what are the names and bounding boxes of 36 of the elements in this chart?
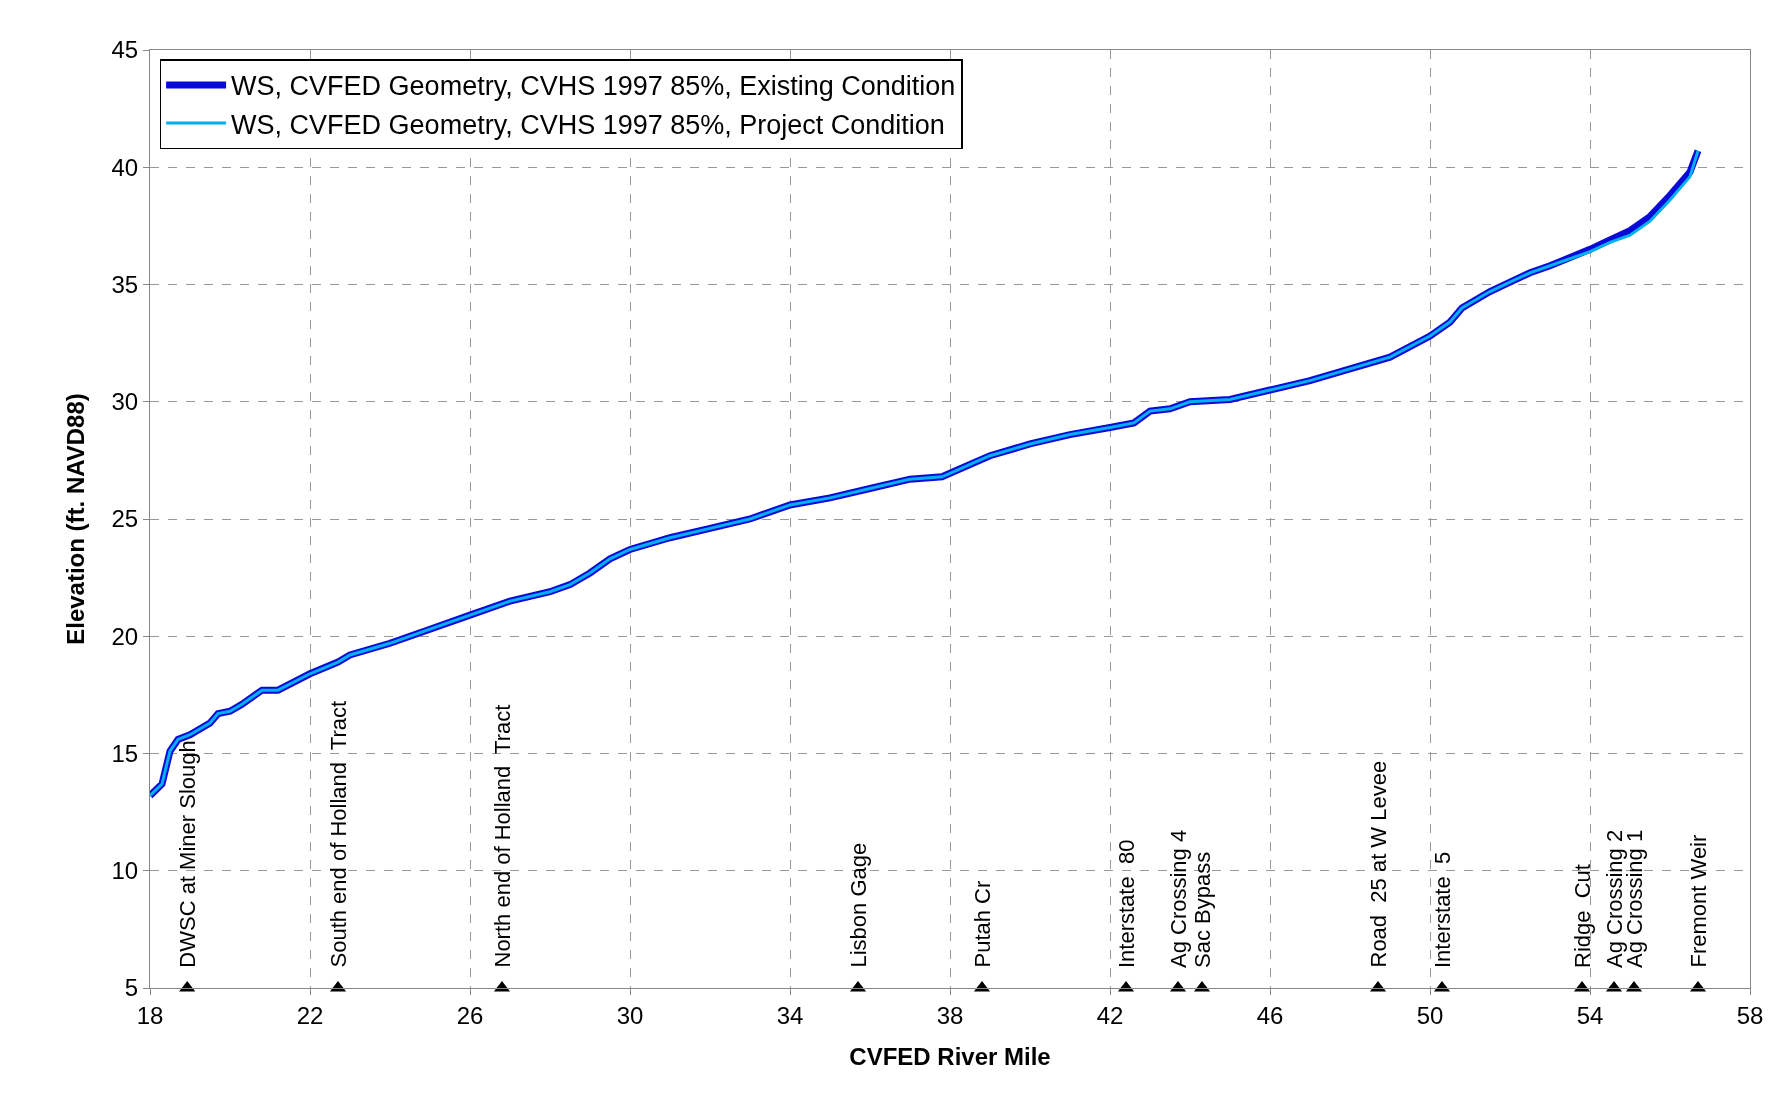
- annotation: Putah Cr: [969, 880, 995, 968]
- x-tick-label: 54: [1576, 1001, 1604, 1029]
- y-tick-label: 15: [111, 739, 139, 767]
- annotation: Road 25 at W Levee: [1365, 760, 1391, 968]
- annotation: Interstate 80: [1114, 839, 1139, 968]
- annotation: Fremont Weir: [1685, 834, 1711, 968]
- x-tick-label: 30: [616, 1001, 644, 1029]
- x-tick-label: 58: [1736, 1001, 1764, 1029]
- legend-label: WS, CVFED Geometry, CVHS 1997 85%, Existing Condition: [231, 71, 956, 102]
- annotation: Sac Bypass: [1190, 851, 1215, 968]
- x-tick-label: 26: [456, 1001, 484, 1029]
- y-tick-label: 10: [111, 857, 139, 885]
- y-tick-label: 35: [111, 270, 139, 298]
- annotation: Ridge Cut: [1570, 864, 1595, 968]
- x-tick-label: 46: [1256, 1001, 1284, 1029]
- x-tick-label: 42: [1096, 1001, 1124, 1029]
- y-tick-label: 45: [111, 36, 139, 64]
- x-tick-label: 22: [296, 1001, 324, 1029]
- annotation: Ag Crossing 4: [1166, 829, 1191, 968]
- y-tick-label: 25: [111, 505, 139, 533]
- x-tick-label: 34: [776, 1001, 804, 1029]
- y-tick-label: 40: [111, 153, 139, 181]
- annotation: Lisbon Gage: [845, 842, 871, 968]
- y-tick-label: 30: [111, 388, 139, 416]
- legend-label: WS, CVFED Geometry, CVHS 1997 85%, Project Condition: [231, 109, 945, 140]
- annotation: North end of Holland Tract: [489, 704, 515, 968]
- annotation: Interstate 5: [1430, 851, 1455, 968]
- y-tick-label: 20: [111, 622, 139, 650]
- annotation: South end of Holland Tract: [325, 700, 351, 968]
- x-axis-title: CVFED River Mile: [849, 1043, 1051, 1071]
- x-tick-label: 18: [136, 1001, 164, 1029]
- x-tick-label: 50: [1416, 1001, 1444, 1029]
- annotation: DWSC at Miner Slough: [174, 740, 200, 968]
- y-axis-title: Elevation (ft. NAVD88): [61, 393, 89, 645]
- x-tick-label: 38: [936, 1001, 964, 1029]
- y-tick-label: 5: [124, 974, 139, 1002]
